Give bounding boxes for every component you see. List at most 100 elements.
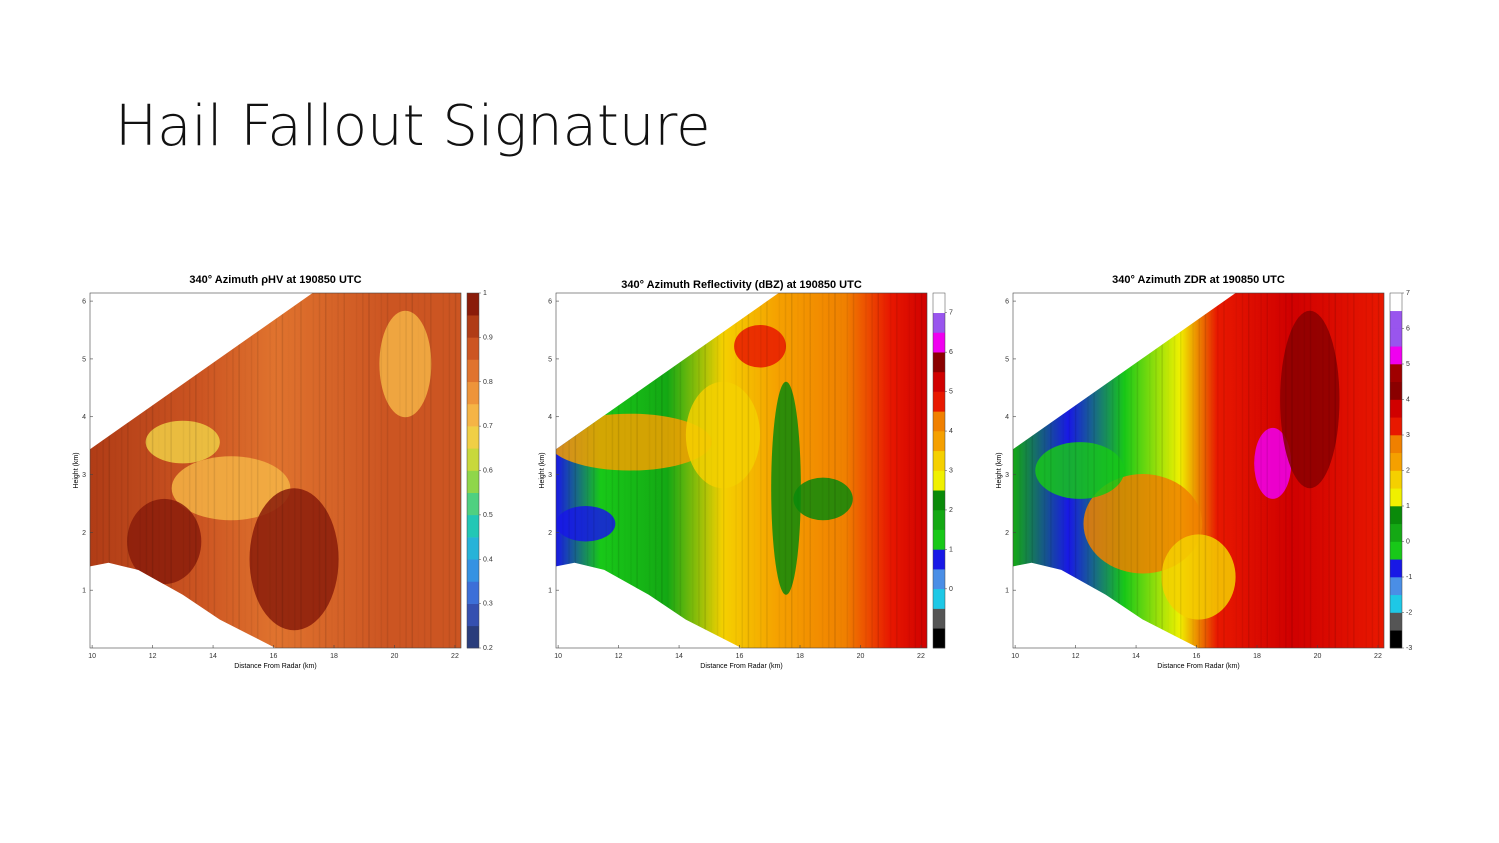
colorbar-tick-label: 0 bbox=[1406, 539, 1410, 546]
colorbar-segment bbox=[1390, 559, 1402, 578]
field-streak bbox=[1149, 293, 1151, 648]
colorbar-segment bbox=[933, 391, 945, 412]
colorbar-segment bbox=[467, 448, 479, 471]
field-streak bbox=[368, 293, 370, 648]
x-tick-label: 14 bbox=[1132, 653, 1140, 660]
colorbar-tick-label: -1 bbox=[1406, 574, 1412, 581]
field-streak bbox=[256, 293, 259, 648]
panel-title: 340° Azimuth Reflectivity (dBZ) at 19085… bbox=[621, 279, 862, 291]
colorbar-segment bbox=[1390, 577, 1402, 596]
x-tick-label: 18 bbox=[796, 653, 804, 660]
colorbar-segment bbox=[933, 293, 945, 314]
field-streak bbox=[1309, 293, 1312, 648]
field-streak bbox=[1285, 293, 1287, 648]
field-streak bbox=[636, 293, 638, 648]
y-tick-label: 4 bbox=[548, 414, 552, 421]
field-streak bbox=[399, 293, 401, 648]
field-streak bbox=[1118, 293, 1120, 648]
field-streak bbox=[1038, 293, 1040, 648]
field-streak bbox=[201, 293, 203, 648]
colorbar-segment bbox=[1390, 470, 1402, 489]
field-streak bbox=[1260, 293, 1262, 648]
colorbar-tick-label: 0.5 bbox=[483, 512, 493, 519]
field-streak bbox=[611, 293, 614, 648]
colorbar-segment bbox=[933, 549, 945, 570]
colorbar-tick-label: 0.3 bbox=[483, 601, 493, 608]
colorbar-segment bbox=[467, 337, 479, 360]
field-streak bbox=[108, 293, 111, 648]
field-streak bbox=[380, 293, 383, 648]
field-streak bbox=[562, 293, 564, 648]
field-blob bbox=[1254, 427, 1292, 499]
colorbar-segment bbox=[467, 492, 479, 516]
field-streak bbox=[115, 293, 117, 648]
field-streak bbox=[617, 293, 620, 648]
field-streak bbox=[624, 293, 626, 648]
field-streak bbox=[183, 293, 185, 648]
x-tick-label: 22 bbox=[451, 653, 459, 660]
colorbar-segment bbox=[467, 514, 479, 538]
x-tick-label: 10 bbox=[88, 653, 96, 660]
field-streak bbox=[430, 293, 432, 648]
field-streak bbox=[1111, 293, 1114, 648]
colorbar-segment bbox=[467, 470, 479, 493]
colorbar-segment bbox=[933, 431, 945, 452]
field-streak bbox=[1334, 293, 1337, 648]
field-streak bbox=[96, 293, 98, 648]
field-blob bbox=[145, 420, 220, 464]
y-tick-label: 1 bbox=[548, 588, 552, 595]
field-streak bbox=[716, 293, 719, 648]
radar-field bbox=[90, 293, 461, 648]
field-streak bbox=[760, 293, 762, 648]
field-streak bbox=[313, 293, 315, 648]
field-streak bbox=[654, 293, 657, 648]
y-axis-label: Height (km) bbox=[539, 452, 546, 488]
field-streak bbox=[188, 293, 191, 648]
field-streak bbox=[1353, 293, 1355, 648]
field-streak bbox=[374, 293, 376, 648]
field-streak bbox=[593, 293, 595, 648]
field-streak bbox=[356, 293, 358, 648]
colorbar-segment bbox=[467, 359, 479, 383]
colorbar-segment bbox=[467, 381, 479, 405]
field-streak bbox=[1173, 293, 1176, 648]
field-streak bbox=[1124, 293, 1126, 648]
field-streak bbox=[1179, 293, 1182, 648]
colorbar-segment bbox=[1390, 630, 1402, 649]
colorbar-segment bbox=[933, 352, 945, 373]
field-blob bbox=[171, 456, 291, 521]
field-streak bbox=[1204, 293, 1207, 648]
field-streak bbox=[1291, 293, 1293, 648]
field-streak bbox=[294, 293, 296, 648]
panel-title: 340° Azimuth ZDR at 190850 UTC bbox=[1112, 274, 1285, 286]
x-tick-label: 18 bbox=[330, 653, 338, 660]
field-streak bbox=[139, 293, 141, 648]
field-streak bbox=[741, 293, 743, 648]
plot-frame bbox=[1012, 292, 1385, 649]
field-streak bbox=[1155, 293, 1157, 648]
field-streak bbox=[1050, 293, 1052, 648]
x-tick-label: 20 bbox=[391, 653, 399, 660]
field-streak bbox=[1266, 293, 1269, 648]
slide-title: Hail Fallout Signature bbox=[115, 94, 711, 159]
field-streak bbox=[127, 293, 129, 648]
field-streak bbox=[281, 293, 284, 648]
field-streak bbox=[1043, 293, 1046, 648]
field-streak bbox=[704, 293, 706, 648]
field-streak bbox=[300, 293, 302, 648]
field-streak bbox=[1365, 293, 1367, 648]
field-blob bbox=[1280, 310, 1340, 489]
field-streak bbox=[679, 293, 682, 648]
field-streak bbox=[362, 293, 364, 648]
field-streak bbox=[343, 293, 346, 648]
colorbar-tick-label: 7 bbox=[949, 310, 953, 317]
colorbar-segment bbox=[933, 312, 945, 333]
colorbar-tick-label: 4 bbox=[1406, 397, 1410, 404]
field-streak bbox=[840, 293, 842, 648]
field-streak bbox=[661, 293, 663, 648]
field-streak bbox=[667, 293, 669, 648]
y-tick-label: 5 bbox=[548, 356, 552, 363]
colorbar-segment bbox=[467, 559, 479, 582]
field-streak bbox=[226, 293, 228, 648]
